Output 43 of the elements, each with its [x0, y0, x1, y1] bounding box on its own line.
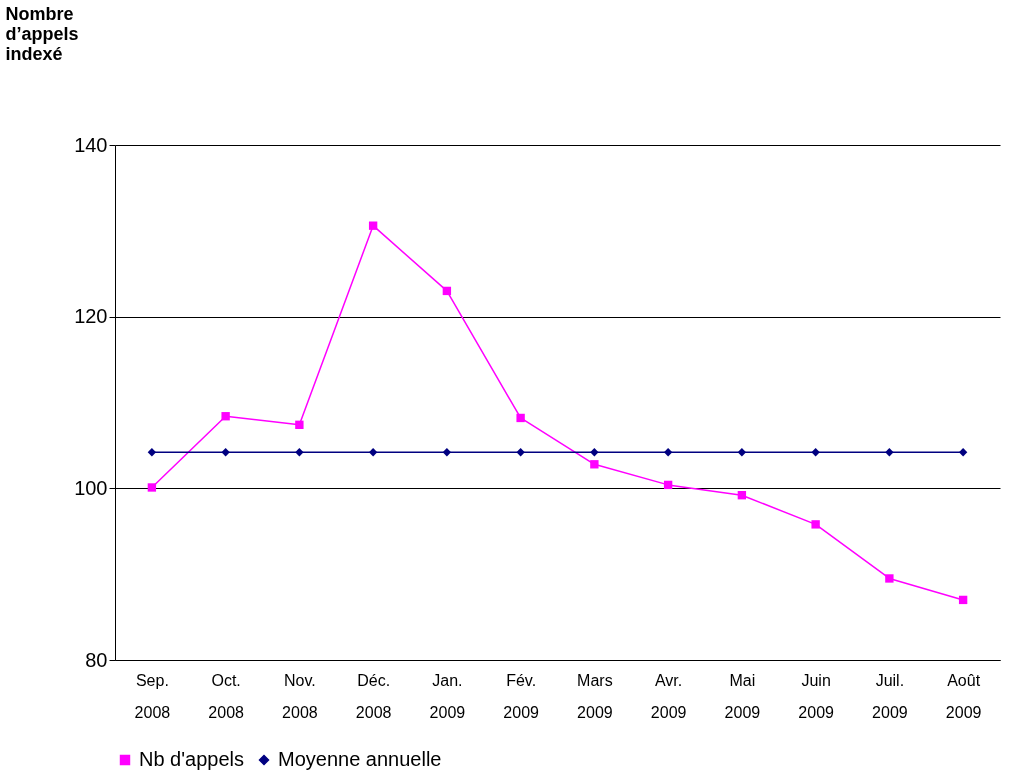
point [295, 420, 304, 429]
x-tick-label: Jan. 2009 [429, 671, 466, 721]
y-tick-label: 120 [74, 305, 108, 328]
x-tick-label: Avr. 2009 [650, 671, 687, 721]
point [516, 413, 525, 423]
point [885, 574, 894, 583]
point [737, 448, 747, 457]
point [147, 483, 157, 492]
y-axis-title: Nombre d’appels indexé [5, 3, 79, 64]
x-tick-label: Sep. 2008 [134, 671, 171, 721]
point [295, 448, 304, 457]
x-tick-label: Oct. 2008 [208, 671, 245, 721]
x-tick-label: Nov. 2008 [282, 671, 318, 721]
point [147, 448, 157, 457]
point [590, 448, 599, 457]
point [737, 491, 747, 500]
x-tick-label: Mai 2009 [724, 671, 761, 721]
point [958, 448, 968, 457]
point [885, 448, 894, 457]
y-tick-label: 140 [74, 133, 108, 156]
point [663, 480, 673, 490]
x-tick-label: Fév. 2009 [503, 671, 540, 721]
point [811, 448, 820, 457]
point [221, 412, 230, 421]
point [811, 520, 820, 529]
point [590, 460, 599, 469]
legend-label: Nb d'appels [139, 748, 244, 770]
point [221, 448, 230, 457]
x-tick-label: Mars 2009 [577, 671, 613, 721]
x-tick-label: Août 2009 [945, 671, 982, 721]
x-tick-label: Juin 2009 [798, 671, 835, 721]
legend-label: Moyenne annuelle [278, 748, 442, 770]
y-tick-label: 80 [85, 648, 108, 671]
y-tick-label: 100 [74, 476, 108, 499]
point [442, 286, 452, 296]
point [663, 448, 673, 457]
x-tick-label: Juil. 2009 [872, 671, 908, 721]
point [516, 448, 525, 457]
point [958, 595, 968, 605]
point [442, 448, 452, 457]
point [368, 448, 378, 457]
x-tick-label: Déc. 2008 [355, 671, 392, 721]
point [368, 221, 378, 230]
